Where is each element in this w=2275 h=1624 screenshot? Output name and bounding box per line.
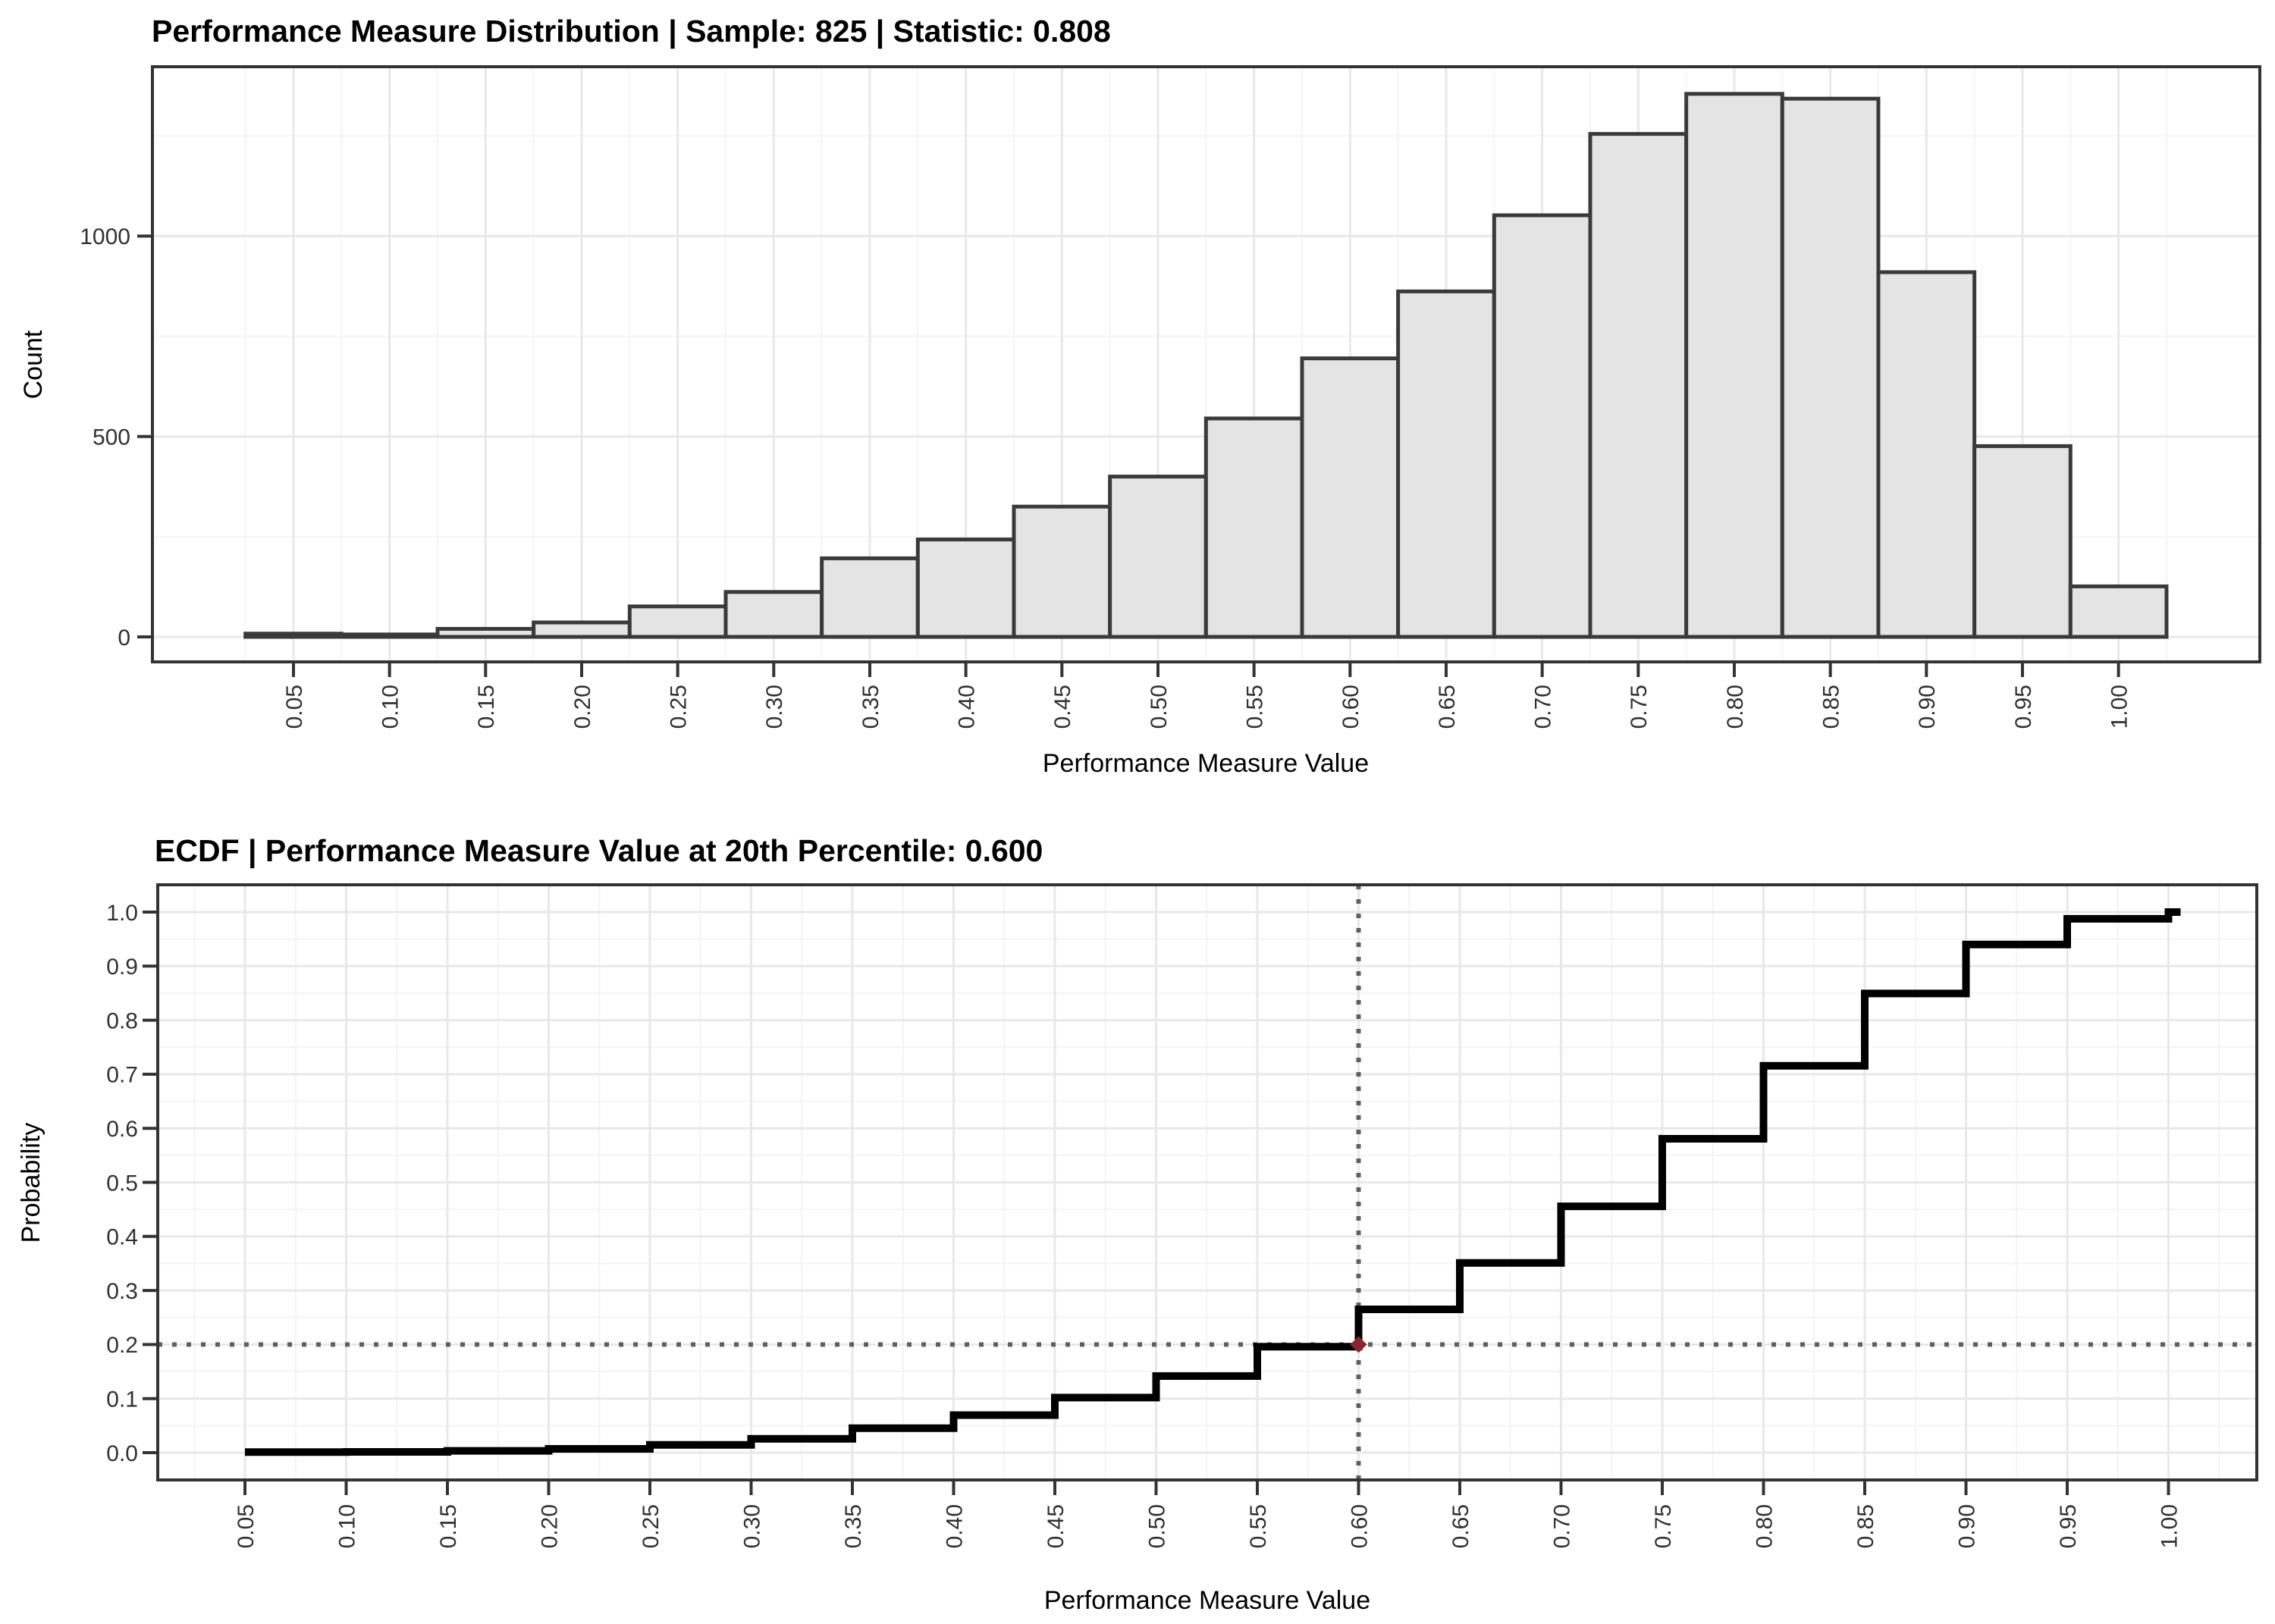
y-tick-label: 0.1 <box>106 1387 138 1412</box>
ecdf-chart: ECDF | Performance Measure Value at 20th… <box>17 833 2258 1615</box>
x-tick-label: 1.00 <box>2107 685 2132 729</box>
histogram-x-axis-title: Performance Measure Value <box>1043 749 1369 778</box>
y-tick-label: 500 <box>93 425 130 450</box>
histogram-bar <box>820 556 920 639</box>
x-tick-label: 0.25 <box>639 1504 664 1548</box>
ecdf-x-axis-title: Performance Measure Value <box>1044 1586 1370 1615</box>
y-tick-label: 0 <box>118 625 130 651</box>
x-tick-label: 0.10 <box>334 1504 359 1548</box>
x-tick-label: 0.30 <box>762 685 787 729</box>
x-tick-label: 0.60 <box>1347 1504 1372 1548</box>
histogram-bar <box>1876 270 1977 639</box>
x-tick-label: 0.65 <box>1435 685 1460 729</box>
x-tick-label: 0.05 <box>234 1504 259 1548</box>
x-tick-label: 0.85 <box>1853 1504 1878 1548</box>
x-tick-label: 0.40 <box>942 1504 967 1548</box>
x-tick-label: 0.95 <box>2011 685 2036 729</box>
x-tick-label: 0.90 <box>1915 685 1940 729</box>
x-tick-label: 0.75 <box>1651 1504 1676 1548</box>
histogram-bar <box>435 626 536 639</box>
x-tick-label: 0.35 <box>858 685 883 729</box>
ecdf-title: ECDF | Performance Measure Value at 20th… <box>155 833 1043 868</box>
y-tick-label: 0.4 <box>106 1225 138 1250</box>
x-tick-label: 0.45 <box>1043 1504 1068 1548</box>
x-tick-label: 0.65 <box>1448 1504 1473 1548</box>
x-tick-label: 0.10 <box>378 685 403 729</box>
histogram-bar <box>627 604 728 639</box>
x-tick-label: 0.80 <box>1752 1504 1777 1548</box>
x-tick-label: 0.20 <box>570 685 595 729</box>
y-tick-label: 0.9 <box>106 955 138 980</box>
histogram-bar <box>532 620 632 639</box>
x-tick-label: 0.80 <box>1723 685 1748 729</box>
y-tick-label: 1000 <box>80 224 130 249</box>
y-tick-label: 1.0 <box>106 901 138 926</box>
x-tick-label: 0.55 <box>1242 685 1267 729</box>
ecdf-step-line <box>245 908 2181 1456</box>
histogram-bar <box>915 538 1016 639</box>
x-tick-label: 0.55 <box>1246 1504 1271 1548</box>
x-tick-label: 0.15 <box>474 685 499 729</box>
histogram-bar <box>1396 289 1496 639</box>
y-tick-label: 0.8 <box>106 1008 138 1033</box>
x-tick-label: 0.30 <box>739 1504 764 1548</box>
histogram-bar <box>243 632 344 639</box>
y-tick-label: 0.2 <box>106 1333 138 1358</box>
histogram-bar <box>2068 584 2169 639</box>
x-tick-label: 1.00 <box>2157 1504 2182 1548</box>
y-tick-label: 0.6 <box>106 1117 138 1142</box>
histogram-bar <box>1780 96 1881 639</box>
ecdf-y-axis-title: Probability <box>17 1123 46 1243</box>
histogram-bar <box>1492 213 1592 639</box>
histogram-bar <box>1108 475 1208 639</box>
y-tick-label: 0.3 <box>106 1279 138 1304</box>
reference-point <box>1350 1336 1367 1353</box>
histogram-title: Performance Measure Distribution | Sampl… <box>152 14 1111 49</box>
x-tick-label: 0.40 <box>954 685 979 729</box>
x-tick-label: 0.35 <box>841 1504 866 1548</box>
histogram-bar <box>1300 356 1401 639</box>
x-tick-label: 0.15 <box>436 1504 461 1548</box>
x-tick-label: 0.95 <box>2056 1504 2081 1548</box>
x-tick-label: 0.60 <box>1338 685 1363 729</box>
x-tick-label: 0.70 <box>1549 1504 1574 1548</box>
histogram-y-axis-title: Count <box>19 330 48 399</box>
y-tick-label: 0.0 <box>106 1441 138 1466</box>
x-tick-label: 0.20 <box>537 1504 562 1548</box>
histogram-bar <box>339 632 440 639</box>
x-tick-label: 0.70 <box>1530 685 1555 729</box>
y-tick-label: 0.5 <box>106 1171 138 1196</box>
x-tick-label: 0.05 <box>282 685 307 729</box>
x-tick-label: 0.85 <box>1818 685 1844 729</box>
x-tick-label: 0.50 <box>1144 1504 1169 1548</box>
histogram-bar <box>723 590 824 639</box>
x-tick-label: 0.25 <box>666 685 691 729</box>
histogram-bar <box>1684 92 1784 639</box>
histogram-bar <box>1588 132 1689 639</box>
histogram-chart: Performance Measure Distribution | Sampl… <box>19 14 2261 778</box>
x-tick-label: 0.75 <box>1627 685 1652 729</box>
histogram-panel-border <box>151 65 2261 663</box>
x-tick-label: 0.90 <box>1954 1504 1979 1548</box>
x-tick-label: 0.45 <box>1050 685 1075 729</box>
histogram-bar <box>1012 504 1112 639</box>
y-tick-label: 0.7 <box>106 1063 138 1088</box>
histogram-bar <box>1972 444 2073 639</box>
histogram-bar <box>1203 416 1304 639</box>
x-tick-label: 0.50 <box>1147 685 1172 729</box>
